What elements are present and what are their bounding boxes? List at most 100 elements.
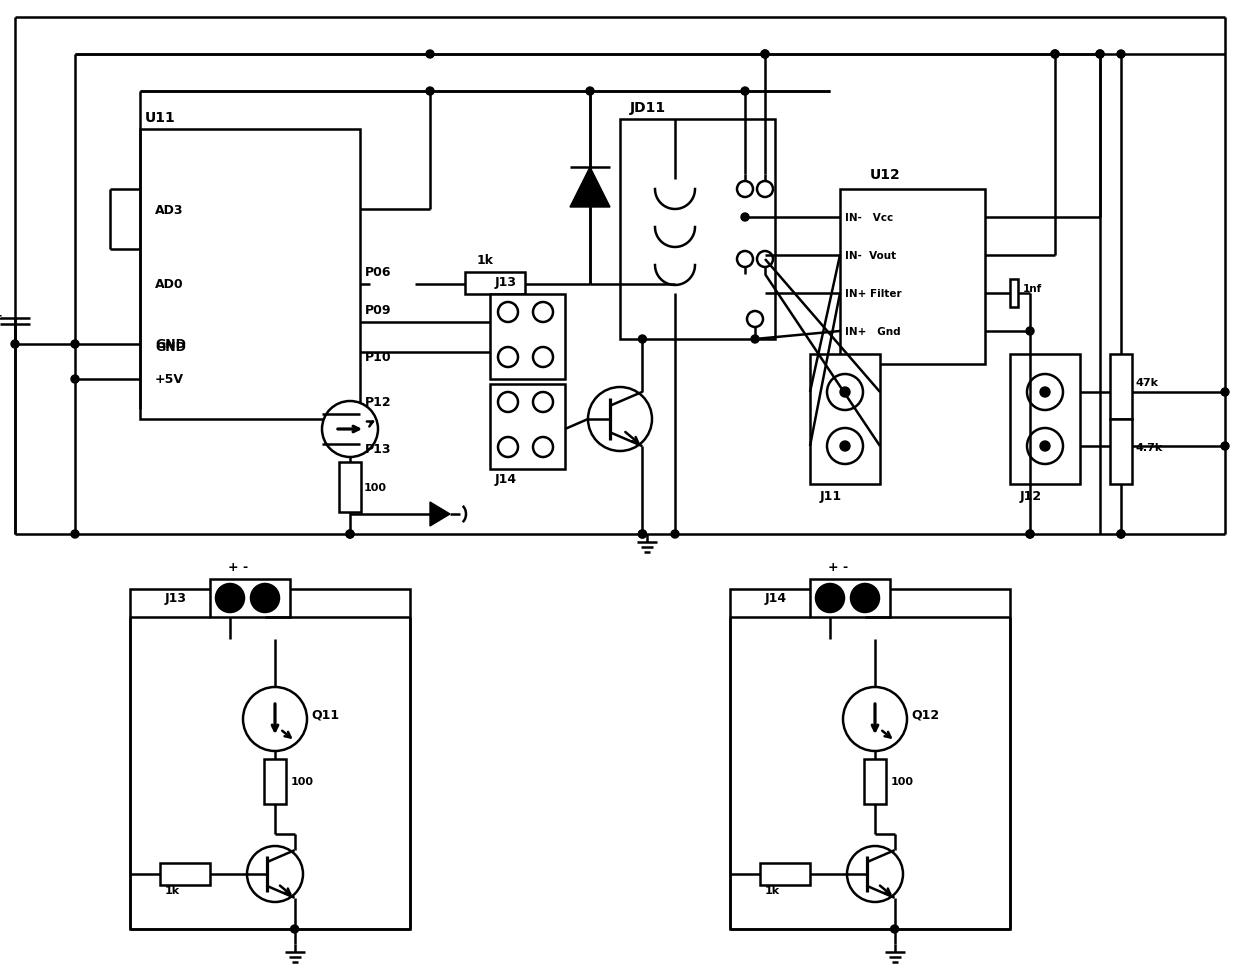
Text: 100: 100 [365, 483, 387, 492]
Circle shape [498, 438, 518, 457]
Bar [1110, 355, 1132, 420]
Circle shape [742, 214, 749, 222]
Circle shape [1027, 375, 1063, 411]
Text: 1k: 1k [765, 885, 780, 895]
Bar [465, 272, 525, 295]
Circle shape [639, 530, 646, 539]
Text: IN+ Filter: IN+ Filter [844, 289, 901, 298]
Circle shape [71, 341, 79, 349]
Bar [210, 579, 290, 617]
Circle shape [816, 584, 844, 612]
Circle shape [827, 428, 863, 464]
Text: +5V: +5V [155, 373, 184, 386]
Circle shape [11, 341, 19, 349]
Circle shape [1117, 530, 1125, 539]
Circle shape [247, 846, 303, 902]
Text: GND: GND [155, 341, 186, 354]
Circle shape [533, 392, 553, 413]
Circle shape [427, 88, 434, 96]
Bar [160, 863, 210, 885]
Circle shape [1040, 388, 1050, 397]
Text: J14: J14 [765, 592, 787, 605]
Circle shape [498, 348, 518, 367]
Bar [839, 190, 985, 364]
Text: 1k: 1k [165, 885, 180, 895]
Text: + -: + - [828, 561, 848, 574]
Circle shape [742, 88, 749, 96]
Circle shape [756, 252, 773, 267]
Circle shape [216, 584, 244, 612]
Bar [264, 760, 286, 804]
Text: U12: U12 [870, 168, 900, 182]
Circle shape [639, 335, 646, 344]
Circle shape [847, 846, 903, 902]
Polygon shape [570, 168, 610, 207]
Circle shape [851, 584, 879, 612]
Bar [620, 120, 775, 340]
Circle shape [1025, 328, 1034, 335]
Circle shape [839, 442, 849, 452]
Bar [810, 579, 890, 617]
Text: J12: J12 [1021, 490, 1042, 503]
Bar [730, 589, 1011, 929]
Bar [130, 589, 410, 929]
Text: P13: P13 [365, 443, 392, 456]
Circle shape [533, 348, 553, 367]
Text: IN-   Vcc: IN- Vcc [844, 213, 893, 223]
Bar [140, 130, 360, 420]
Circle shape [71, 530, 79, 539]
Text: U11: U11 [145, 110, 176, 125]
Text: Q11: Q11 [311, 707, 339, 721]
Text: AD3: AD3 [155, 203, 184, 216]
Circle shape [498, 392, 518, 413]
Text: IN+   Gnd: IN+ Gnd [844, 327, 900, 336]
Circle shape [639, 530, 646, 539]
Circle shape [761, 51, 769, 59]
Circle shape [1027, 428, 1063, 464]
Circle shape [751, 335, 759, 344]
Text: 100: 100 [892, 776, 914, 786]
Circle shape [1117, 51, 1125, 59]
Text: 1k: 1k [477, 254, 494, 267]
Circle shape [761, 51, 769, 59]
Circle shape [290, 925, 299, 933]
Circle shape [1096, 51, 1104, 59]
Circle shape [588, 388, 652, 452]
Bar [490, 295, 565, 380]
Circle shape [737, 182, 753, 198]
Text: JD11: JD11 [630, 101, 666, 115]
Circle shape [1221, 389, 1229, 396]
Circle shape [756, 182, 773, 198]
Circle shape [498, 302, 518, 323]
Circle shape [1025, 530, 1034, 539]
Text: AD0: AD0 [155, 278, 184, 292]
Text: J11: J11 [820, 490, 842, 503]
Bar [864, 760, 887, 804]
Circle shape [737, 252, 753, 267]
Text: + -: + - [228, 561, 248, 574]
Text: 1nf: 1nf [1023, 284, 1043, 294]
Circle shape [71, 376, 79, 384]
Circle shape [890, 925, 899, 933]
Circle shape [1117, 530, 1125, 539]
Circle shape [746, 312, 763, 328]
Bar [810, 355, 880, 484]
Text: 100: 100 [291, 776, 314, 786]
Text: IN-  Vout: IN- Vout [844, 251, 897, 261]
Text: J13: J13 [165, 592, 187, 605]
Text: 4.7k: 4.7k [1136, 443, 1163, 453]
Text: P06: P06 [365, 266, 392, 279]
Text: J14: J14 [495, 473, 517, 486]
Bar [339, 462, 361, 513]
Circle shape [346, 530, 353, 539]
Circle shape [1052, 51, 1059, 59]
Bar [1011, 355, 1080, 484]
Circle shape [250, 584, 279, 612]
Circle shape [1096, 51, 1104, 59]
Text: P09: P09 [365, 304, 392, 317]
Circle shape [346, 530, 353, 539]
Circle shape [533, 302, 553, 323]
Circle shape [427, 51, 434, 59]
Circle shape [827, 375, 863, 411]
Text: 47k: 47k [1136, 378, 1159, 388]
